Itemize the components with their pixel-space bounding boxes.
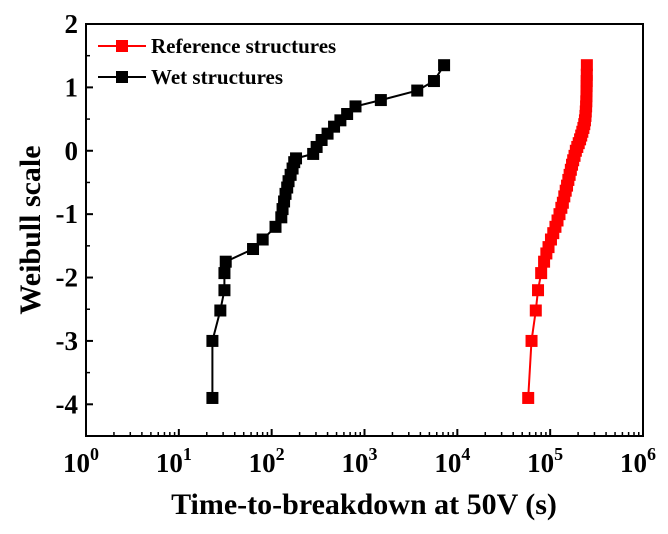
x-tick-label: 105	[527, 444, 563, 478]
legend-item-reference: Reference structures	[98, 34, 336, 58]
data-point-wet	[218, 284, 231, 297]
data-point-wet	[206, 391, 219, 404]
data-point-wet	[269, 220, 282, 233]
x-tick-label: 103	[342, 444, 378, 478]
data-point-reference	[532, 284, 545, 297]
x-tick-label: 100	[63, 444, 99, 478]
legend-swatch-marker-wet	[116, 71, 128, 83]
data-point-reference	[580, 68, 593, 81]
data-point-wet	[438, 59, 451, 72]
data-point-wet	[374, 94, 387, 107]
axis-ticks: -4 -3 -2 -1 0 1 2 100 101 102 103 104 105 106	[56, 9, 657, 478]
x-tick-label: 101	[156, 444, 192, 478]
y-tick-label: -4	[56, 389, 79, 419]
data-point-wet	[349, 100, 362, 113]
x-axis-title: Time-to-breakdown at 50V (s)	[171, 488, 557, 521]
y-tick-label: -3	[56, 326, 79, 356]
data-point-wet	[219, 255, 232, 268]
legend-label-wet: Wet structures	[151, 65, 283, 89]
y-tick-label: 1	[65, 72, 79, 102]
data-point-reference	[529, 304, 542, 317]
data-point-reference	[525, 334, 538, 347]
data-point-wet	[214, 304, 227, 317]
data-point-wet	[206, 334, 219, 347]
y-tick-label: -1	[56, 199, 79, 229]
data-point-wet	[256, 233, 269, 246]
series-layer	[206, 59, 593, 404]
x-tick-label: 104	[434, 444, 470, 478]
y-axis-title: Weibull scale	[14, 145, 47, 314]
x-tick-label: 102	[249, 444, 285, 478]
data-point-wet	[411, 84, 424, 97]
legend: Reference structures Wet structures	[98, 34, 336, 89]
data-point-wet	[290, 152, 303, 165]
legend-label-reference: Reference structures	[151, 34, 336, 58]
data-point-reference	[535, 267, 548, 280]
data-point-reference	[522, 391, 535, 404]
series-wet	[206, 59, 451, 404]
data-point-wet	[218, 267, 231, 280]
y-tick-label: 2	[65, 9, 79, 39]
series-reference	[522, 59, 593, 404]
legend-item-wet: Wet structures	[98, 65, 283, 89]
data-point-wet	[427, 75, 440, 88]
data-point-wet	[247, 243, 260, 256]
y-tick-label: 0	[65, 136, 79, 166]
y-tick-label: -2	[56, 263, 79, 293]
legend-swatch-marker-reference	[116, 40, 128, 52]
series-line-wet	[211, 64, 445, 398]
x-tick-label: 106	[620, 444, 656, 478]
data-point-reference	[580, 59, 593, 72]
